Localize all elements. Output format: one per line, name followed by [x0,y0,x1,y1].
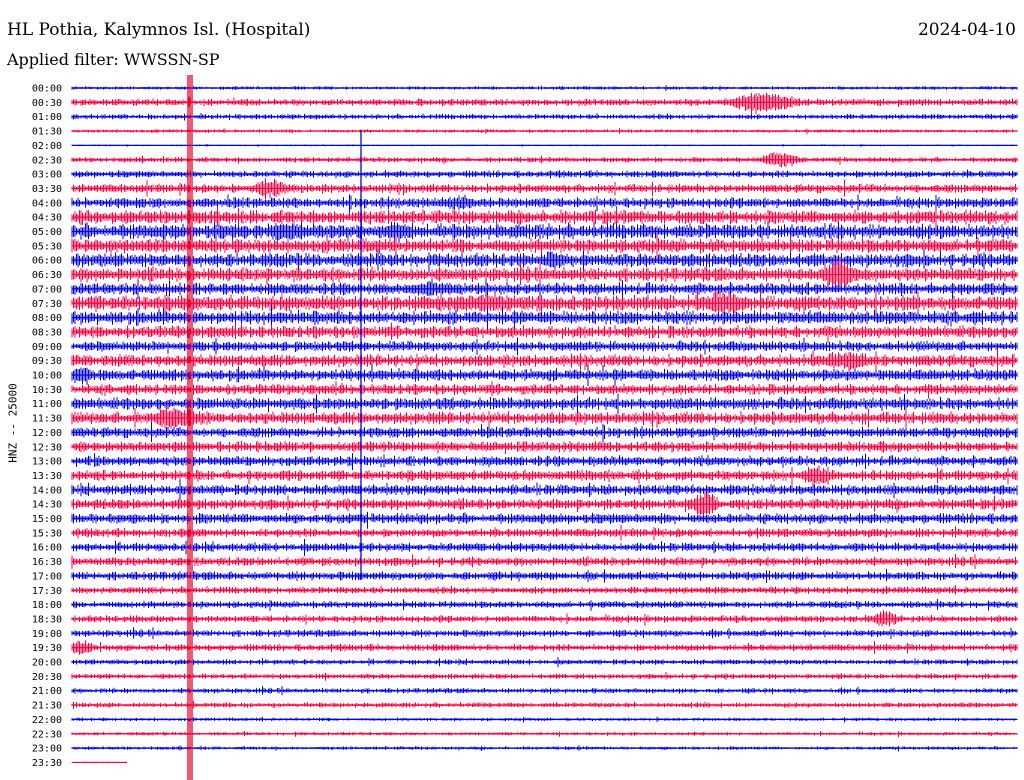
row-time-label: 01:30 [32,127,62,138]
station-title: HL Pothia, Kalymnos Isl. (Hospital) [7,20,311,40]
trace-rows [71,85,1018,764]
record-date: 2024-04-10 [917,20,1016,40]
trace-row-1130 [71,405,1018,429]
row-time-label: 18:00 [32,600,62,611]
row-time-label: 21:00 [32,686,62,697]
row-time-label: 22:30 [32,729,62,740]
trace-row-0400 [71,194,1018,214]
trace-row-1500 [71,511,1018,529]
row-time-label: 20:30 [32,672,62,683]
row-time-label: 00:30 [32,98,62,109]
row-time-label: 18:30 [32,614,62,625]
row-time-label: 21:30 [32,701,62,712]
row-time-label: 12:00 [32,428,62,439]
row-time-label: 05:30 [32,241,62,252]
row-time-label: 11:00 [32,399,62,410]
row-time-label: 15:00 [32,514,62,525]
row-time-label: 13:00 [32,457,62,468]
trace-row-0830 [71,322,1018,343]
row-time-label: 12:30 [32,442,62,453]
row-time-label: 13:30 [32,471,62,482]
row-time-label: 17:30 [32,586,62,597]
row-time-label: 02:00 [32,141,62,152]
row-time-label: 10:30 [32,385,62,396]
row-time-label: 02:30 [32,155,62,166]
row-time-label: 20:00 [32,658,62,669]
row-time-label: 08:00 [32,313,62,324]
row-time-label: 10:00 [32,371,62,382]
row-time-label: 07:00 [32,284,62,295]
row-time-label: 16:00 [32,543,62,554]
row-time-label: 23:30 [32,758,62,769]
row-time-label: 04:30 [32,213,62,224]
row-time-label: 03:00 [32,170,62,181]
row-time-label: 19:30 [32,643,62,654]
row-time-label: 05:00 [32,227,62,238]
row-time-label: 06:00 [32,256,62,267]
row-time-label: 11:30 [32,414,62,425]
row-time-label: 22:00 [32,715,62,726]
row-time-label: 06:30 [32,270,62,281]
row-time-label: 14:00 [32,485,62,496]
filter-label: Applied filter: WWSSN-SP [7,50,220,69]
row-time-label: 07:30 [32,299,62,310]
row-time-label: 14:30 [32,500,62,511]
row-time-label: 00:00 [32,84,62,95]
row-time-label: 09:30 [32,356,62,367]
row-time-label: 15:30 [32,528,62,539]
row-time-label: 01:00 [32,112,62,123]
row-time-label: 04:00 [32,198,62,209]
row-time-label: 17:00 [32,571,62,582]
row-time-label: 16:30 [32,557,62,568]
row-time-label: 03:30 [32,184,62,195]
row-time-label: 23:00 [32,744,62,755]
trace-row-0430 [71,206,1018,231]
row-time-label: 19:00 [32,629,62,640]
trace-row-1230 [71,440,1018,454]
trace-row-0030 [71,92,1018,115]
spike-group [187,75,362,780]
row-time-label: 09:00 [32,342,62,353]
time-labels: 00:00 00:30 01:00 01:30 02:00 02:30 03:00 03:30… [32,84,62,769]
row-time-label: 08:30 [32,327,62,338]
